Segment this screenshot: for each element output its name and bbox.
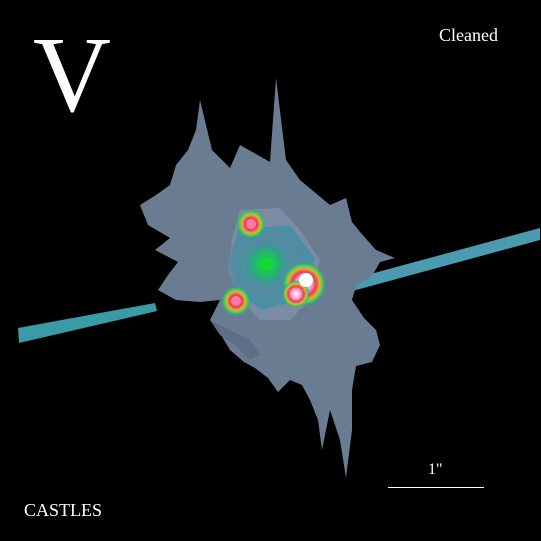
image-component-c (282, 262, 326, 308)
lens-galaxy-core (244, 242, 288, 286)
survey-credit-label: CASTLES (24, 500, 103, 520)
filter-band-label: V (33, 16, 111, 135)
image-component-b (221, 286, 251, 316)
processing-status-label: Cleaned (439, 25, 498, 45)
diffraction-streak-right (330, 228, 540, 296)
image-component-a (236, 209, 266, 239)
diffraction-streak-left (18, 303, 157, 343)
scale-bar (388, 487, 484, 488)
scale-bar-label: 1" (428, 461, 443, 478)
